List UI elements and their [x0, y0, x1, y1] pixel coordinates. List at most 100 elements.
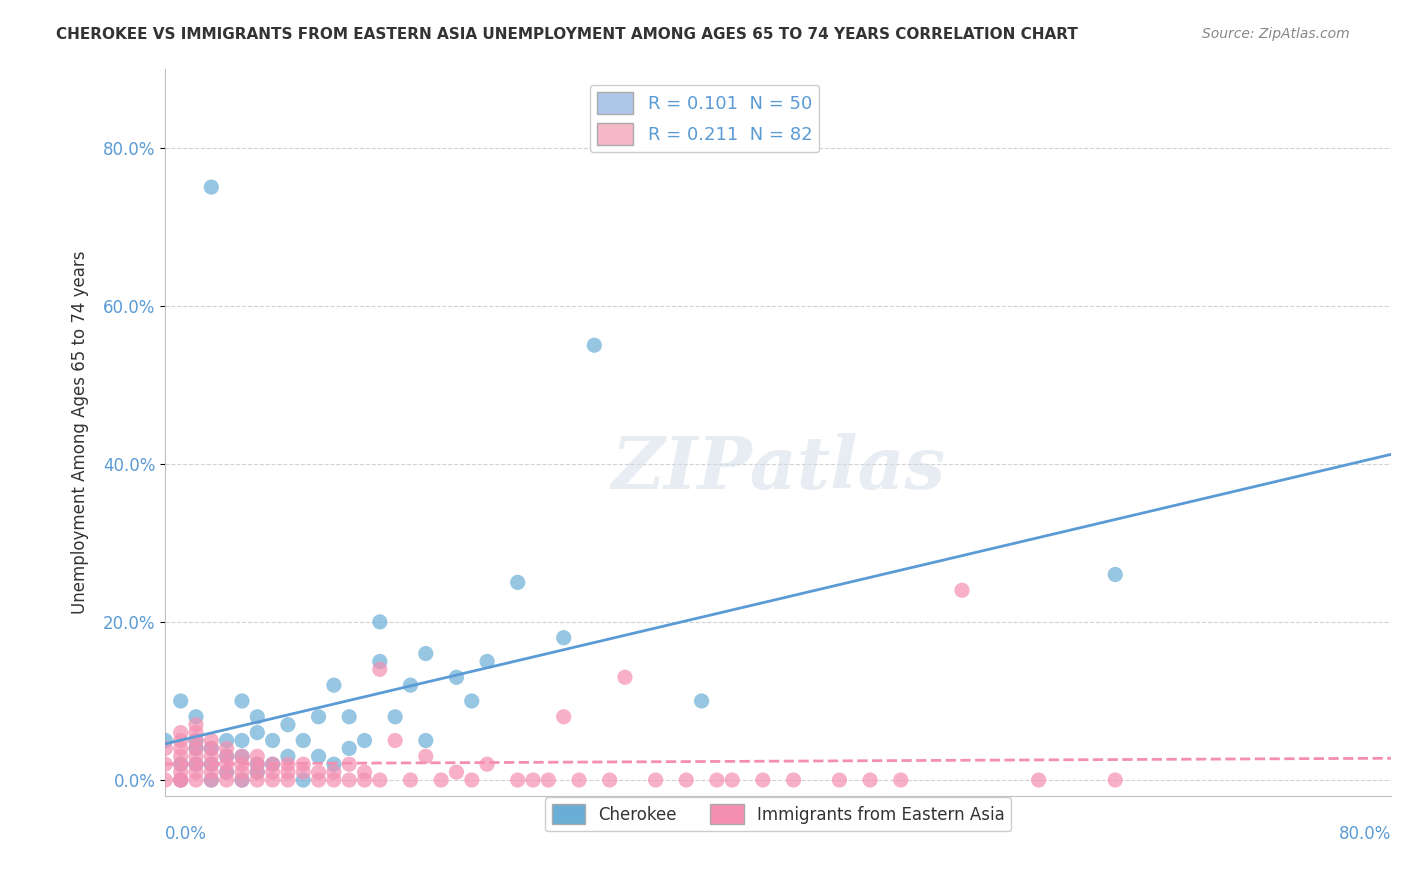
Point [337, 710, 360, 724]
Point [337, 757, 360, 772]
Point [292, 772, 315, 787]
Point [246, 749, 269, 764]
Point [415, 733, 437, 747]
Point [890, 772, 912, 787]
Point [215, 765, 238, 780]
Point [292, 733, 315, 747]
Point [262, 757, 284, 772]
Point [384, 710, 406, 724]
Point [353, 733, 375, 747]
Point [231, 749, 253, 764]
Point [215, 733, 238, 747]
Point [170, 725, 193, 739]
Point [506, 772, 529, 787]
Point [184, 765, 207, 780]
Point [246, 757, 269, 772]
Point [752, 772, 775, 787]
Point [782, 772, 804, 787]
Point [262, 757, 284, 772]
Point [322, 765, 344, 780]
Point [184, 710, 207, 724]
Point [277, 772, 299, 787]
Point [231, 772, 253, 787]
Point [690, 694, 713, 708]
Point [246, 765, 269, 780]
Point [475, 757, 498, 772]
Point [231, 733, 253, 747]
Point [246, 757, 269, 772]
Point [231, 694, 253, 708]
Point [215, 749, 238, 764]
Point [446, 670, 468, 684]
Point [215, 749, 238, 764]
Point [522, 772, 544, 787]
Point [262, 765, 284, 780]
Point [384, 733, 406, 747]
Point [246, 772, 269, 787]
Point [200, 765, 222, 780]
Point [246, 710, 269, 724]
Point [215, 765, 238, 780]
Point [322, 757, 344, 772]
Point [614, 670, 637, 684]
Point [368, 662, 391, 676]
Point [706, 772, 728, 787]
Point [322, 772, 344, 787]
Point [170, 757, 193, 772]
Point [170, 749, 193, 764]
Point [292, 765, 315, 780]
Point [215, 757, 238, 772]
Point [200, 749, 222, 764]
Point [308, 710, 330, 724]
Point [553, 631, 575, 645]
Point [461, 772, 484, 787]
Point [184, 772, 207, 787]
Point [721, 772, 744, 787]
Point [231, 749, 253, 764]
Point [506, 575, 529, 590]
Point [231, 765, 253, 780]
Point [215, 741, 238, 756]
Point [537, 772, 560, 787]
Point [215, 772, 238, 787]
Point [184, 749, 207, 764]
Point [277, 765, 299, 780]
Point [184, 757, 207, 772]
Point [950, 583, 973, 598]
Point [599, 772, 621, 787]
Point [644, 772, 666, 787]
Point [399, 678, 422, 692]
Point [277, 749, 299, 764]
Point [155, 733, 177, 747]
Point [231, 757, 253, 772]
Text: ZIPatlas: ZIPatlas [612, 433, 945, 504]
Point [262, 772, 284, 787]
Y-axis label: Unemployment Among Ages 65 to 74 years: Unemployment Among Ages 65 to 74 years [72, 251, 89, 614]
Point [322, 678, 344, 692]
Point [262, 733, 284, 747]
Point [277, 717, 299, 731]
Point [170, 757, 193, 772]
Point [200, 733, 222, 747]
Point [200, 772, 222, 787]
Point [184, 741, 207, 756]
Point [170, 772, 193, 787]
Point [353, 765, 375, 780]
Point [184, 733, 207, 747]
Point [368, 615, 391, 629]
Point [246, 725, 269, 739]
Point [170, 772, 193, 787]
Point [337, 772, 360, 787]
Point [368, 772, 391, 787]
Point [155, 772, 177, 787]
Point [859, 772, 882, 787]
Point [430, 772, 453, 787]
Point [231, 772, 253, 787]
Point [1028, 772, 1050, 787]
Point [308, 749, 330, 764]
Point [475, 655, 498, 669]
Legend: Cherokee, Immigrants from Eastern Asia: Cherokee, Immigrants from Eastern Asia [546, 797, 1011, 831]
Point [200, 741, 222, 756]
Point [184, 733, 207, 747]
Point [170, 733, 193, 747]
